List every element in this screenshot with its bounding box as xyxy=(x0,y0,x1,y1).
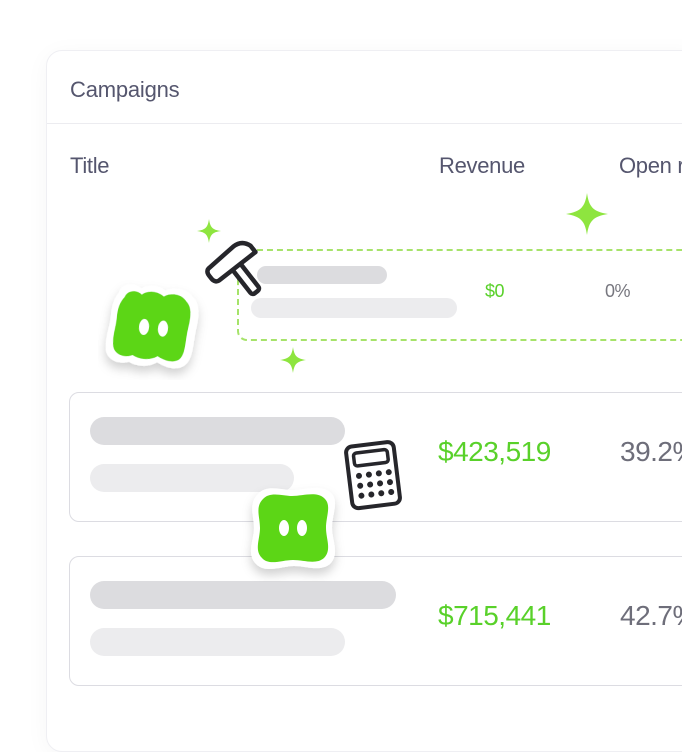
calculator-icon xyxy=(338,435,408,515)
column-header-title[interactable]: Title xyxy=(70,153,110,178)
draft-campaign-row[interactable]: $0 0% xyxy=(237,249,682,341)
hammer-icon xyxy=(205,240,262,297)
title-placeholder xyxy=(90,581,396,609)
subtitle-placeholder xyxy=(251,298,457,318)
subtitle-placeholder xyxy=(90,628,345,656)
sparkle-icon xyxy=(197,219,221,243)
title-placeholder xyxy=(90,417,345,445)
open-rate-value: 39.2% xyxy=(620,436,682,467)
card-title: Campaigns xyxy=(70,77,180,102)
mascot-blob xyxy=(250,487,336,570)
open-rate-value: 0% xyxy=(605,281,631,301)
mascot-blob xyxy=(105,284,199,369)
campaign-row[interactable]: $715,441 42.7% xyxy=(69,556,682,686)
card-header: Campaigns xyxy=(47,51,682,124)
subtitle-placeholder xyxy=(90,464,294,492)
campaigns-card: Campaigns Title Revenue Open r $0 0% $42… xyxy=(46,50,682,752)
revenue-value: $423,519 xyxy=(438,436,551,467)
revenue-value: $0 xyxy=(485,281,505,301)
revenue-value: $715,441 xyxy=(438,600,551,631)
open-rate-value: 42.7% xyxy=(620,600,682,631)
column-header-revenue[interactable]: Revenue xyxy=(439,153,525,178)
sparkle-icon xyxy=(566,193,608,235)
sparkle-icon xyxy=(280,347,306,373)
title-placeholder xyxy=(257,266,387,284)
column-header-open-rate[interactable]: Open r xyxy=(619,153,682,178)
